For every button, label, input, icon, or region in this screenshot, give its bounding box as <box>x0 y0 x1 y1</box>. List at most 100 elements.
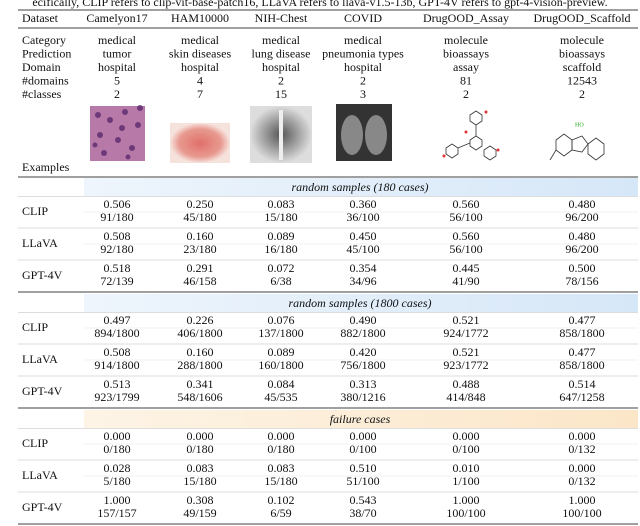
count-cell: 46/158 <box>183 274 216 288</box>
model-label: GPT-4V <box>22 384 63 398</box>
molecule-atom: HO <box>575 122 584 128</box>
info-cell: 4 <box>197 73 203 87</box>
count-cell: 882/1800 <box>340 326 385 340</box>
info-cell: hospital <box>98 60 137 74</box>
score-cell: 0.560 <box>453 197 480 211</box>
count-cell: 288/1800 <box>177 358 222 372</box>
count-cell: 34/96 <box>349 274 376 288</box>
score-cell: 0.513 <box>104 377 131 391</box>
score-cell: 0.089 <box>268 345 295 359</box>
info-cell: 15 <box>275 87 287 101</box>
score-cell: 0.000 <box>569 461 596 475</box>
header-cell: DrugOOD_Scaffold <box>533 11 630 25</box>
count-cell: 0/132 <box>568 474 595 488</box>
count-cell: 160/1800 <box>258 358 303 372</box>
image-scaffold <box>549 133 605 161</box>
count-cell: 924/1772 <box>443 326 488 340</box>
info-label: Category <box>22 33 66 47</box>
score-cell: 0.518 <box>104 261 131 275</box>
score-cell: 0.360 <box>350 197 377 211</box>
header-cell: Dataset <box>22 11 59 25</box>
info-cell: 2 <box>360 73 366 87</box>
score-cell: 0.000 <box>268 429 295 443</box>
score-cell: 0.445 <box>453 261 480 275</box>
score-cell: 1.000 <box>104 493 131 507</box>
score-cell: 0.000 <box>569 429 596 443</box>
model-label: GPT-4V <box>22 500 63 514</box>
count-cell: 0/100 <box>349 442 376 456</box>
info-cell: assay <box>453 60 479 74</box>
count-cell: 380/1216 <box>340 390 385 404</box>
image-assay <box>445 110 497 161</box>
info-cell: 2 <box>114 87 120 101</box>
info-cell: medical <box>344 33 383 47</box>
count-cell: 548/1606 <box>177 390 222 404</box>
section-title: random samples (180 cases) <box>292 180 429 194</box>
score-cell: 0.308 <box>187 493 214 507</box>
info-cell: tumor <box>103 46 132 60</box>
count-cell: 41/90 <box>452 274 479 288</box>
info-cell: 2 <box>463 87 469 101</box>
score-cell: 0.089 <box>268 229 295 243</box>
count-cell: 0/180 <box>267 442 294 456</box>
model-label: GPT-4V <box>22 268 63 282</box>
score-cell: 0.072 <box>268 261 295 275</box>
info-cell: 2 <box>579 87 585 101</box>
section-title: random samples (1800 cases) <box>289 296 432 310</box>
count-cell: 414/848 <box>446 390 485 404</box>
score-cell: 0.000 <box>187 429 214 443</box>
section-band <box>84 178 638 196</box>
count-cell: 894/1800 <box>94 326 139 340</box>
score-cell: 0.508 <box>104 345 131 359</box>
score-cell: 0.291 <box>187 261 214 275</box>
info-cell: 3 <box>360 87 366 101</box>
info-cell: hospital <box>181 60 220 74</box>
info-cell: bioassays <box>559 46 605 60</box>
score-cell: 0.497 <box>104 313 131 327</box>
section-title: failure cases <box>330 412 391 426</box>
count-cell: 6/59 <box>270 506 291 520</box>
score-cell: 0.490 <box>350 313 377 327</box>
count-cell: 923/1799 <box>94 390 139 404</box>
score-cell: 0.420 <box>350 345 377 359</box>
count-cell: 0/180 <box>103 442 130 456</box>
example-images: HO <box>90 104 605 163</box>
count-cell: 647/1258 <box>559 390 604 404</box>
count-cell: 92/180 <box>100 242 133 256</box>
count-cell: 36/100 <box>346 210 379 224</box>
count-cell: 16/180 <box>264 242 297 256</box>
score-cell: 0.028 <box>104 461 131 475</box>
score-cell: 0.083 <box>187 461 214 475</box>
info-cell: 81 <box>460 73 472 87</box>
score-cell: 0.226 <box>187 313 214 327</box>
section-band <box>84 410 638 428</box>
model-label: CLIP <box>22 204 48 218</box>
count-cell: 100/100 <box>446 506 485 520</box>
score-cell: 0.500 <box>569 261 596 275</box>
count-cell: 38/70 <box>349 506 376 520</box>
score-cell: 0.521 <box>453 345 480 359</box>
info-label: #domains <box>22 73 69 87</box>
count-cell: 96/200 <box>565 210 598 224</box>
info-cell: 5 <box>114 73 120 87</box>
header-cell: Camelyon17 <box>86 11 147 25</box>
score-cell: 0.506 <box>104 197 131 211</box>
info-cell: scaffold <box>563 60 601 74</box>
score-cell: 0.102 <box>268 493 295 507</box>
count-cell: 15/180 <box>264 474 297 488</box>
score-cell: 0.313 <box>350 377 377 391</box>
score-cell: 0.250 <box>187 197 214 211</box>
info-label: Prediction <box>22 46 71 60</box>
score-cell: 0.450 <box>350 229 377 243</box>
count-cell: 45/535 <box>264 390 297 404</box>
count-cell: 96/200 <box>565 242 598 256</box>
info-cell: lung disease <box>252 46 311 60</box>
count-cell: 23/180 <box>183 242 216 256</box>
score-cell: 0.508 <box>104 229 131 243</box>
info-cell: hospital <box>344 60 383 74</box>
score-cell: 0.543 <box>350 493 377 507</box>
count-cell: 0/100 <box>452 442 479 456</box>
info-cell: molecule <box>444 33 488 47</box>
